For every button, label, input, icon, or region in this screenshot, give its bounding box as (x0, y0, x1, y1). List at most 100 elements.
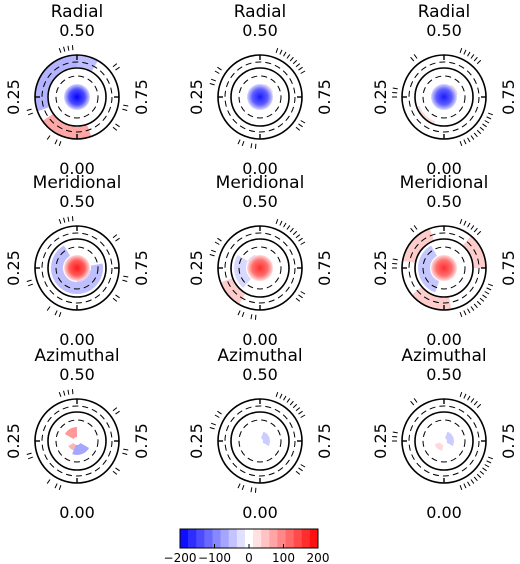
phase-tick (237, 483, 241, 489)
phase-label-top: 0.50 (426, 365, 462, 384)
panel-title: Radial (51, 2, 104, 22)
phase-tick (112, 407, 118, 412)
value-band (445, 431, 454, 446)
phase-tick (241, 311, 245, 318)
core-spot (64, 84, 90, 110)
colorbar-tick-label: 100 (272, 551, 295, 564)
value-band (77, 55, 98, 72)
phase-tick (300, 241, 306, 245)
phase-tick (275, 218, 279, 225)
phase-tick (484, 464, 490, 468)
phase-tick (58, 218, 62, 225)
inner-ring (230, 411, 290, 471)
colorbar-cell (253, 529, 262, 548)
phase-label-left: 0.25 (371, 79, 390, 115)
phase-tick (300, 464, 306, 468)
phase-tick (476, 473, 482, 479)
colorbar-tick-label: 200 (307, 551, 330, 564)
phase-label-top: 0.50 (242, 365, 278, 384)
phase-tick (413, 398, 418, 403)
colorbar-tick-label: −200 (164, 551, 197, 564)
panel-title: Radial (418, 2, 471, 22)
phase-tick (487, 456, 494, 460)
colorbar-cell (188, 529, 197, 548)
dashed-ring (238, 419, 282, 463)
phase-tick (123, 448, 129, 451)
panel-title: Meridional (400, 173, 489, 193)
phase-label-bottom: 0.00 (242, 503, 278, 522)
phase-tick (115, 66, 120, 71)
colorbar-cell (196, 529, 205, 548)
value-band (234, 255, 252, 288)
phase-tick (214, 241, 220, 245)
phase-tick (463, 393, 467, 399)
phase-tick (275, 47, 279, 54)
phase-tick (459, 140, 463, 147)
colorbar-cell (293, 529, 303, 548)
colorbar-cell (220, 529, 230, 548)
phase-tick (300, 70, 306, 74)
phase-tick (300, 120, 306, 124)
panel-title: Azimuthal (217, 346, 302, 366)
phase-tick (289, 227, 294, 233)
phase-tick (298, 294, 303, 299)
value-band (220, 278, 245, 305)
dashed-ring (224, 61, 296, 133)
phase-tick (392, 87, 398, 90)
phase-tick (459, 218, 463, 225)
phase-tick (58, 47, 62, 54)
phase-tick (413, 54, 418, 59)
dashed-ring (41, 232, 113, 304)
phase-tick (473, 476, 478, 482)
phase-tick (473, 132, 478, 138)
phase-tick (26, 279, 32, 282)
value-band (72, 443, 90, 455)
phase-tick (482, 294, 487, 299)
phase-label-left: 0.25 (371, 250, 390, 286)
phase-tick (214, 414, 220, 418)
phase-tick (112, 297, 118, 302)
phase-tick (241, 484, 245, 491)
phase-tick (479, 126, 485, 131)
phase-tick (298, 467, 303, 472)
phase-tick (250, 487, 253, 493)
phase-tick (27, 283, 34, 287)
phase-tick (476, 300, 482, 306)
colorbar-cell (285, 529, 294, 548)
phase-tick (237, 139, 241, 145)
colorbar-tick-label: −100 (198, 551, 231, 564)
panel-title: Azimuthal (401, 346, 486, 366)
phase-label-top: 0.50 (59, 192, 95, 211)
phase-tick (476, 230, 482, 236)
phase-tick (392, 258, 398, 261)
phase-label-left: 0.25 (4, 423, 23, 459)
dashed-ring (422, 419, 466, 463)
phase-tick (123, 104, 129, 107)
phase-tick (289, 56, 294, 62)
phase-tick (479, 470, 485, 475)
phase-tick (58, 140, 62, 147)
dashed-ring (408, 61, 480, 133)
phase-tick (210, 78, 217, 82)
phase-tick (283, 395, 287, 401)
phase-tick (217, 410, 222, 415)
phase-label-left: 0.25 (187, 250, 206, 286)
phase-tick (209, 83, 215, 86)
phase-tick (484, 291, 490, 295)
phase-tick (463, 49, 467, 55)
core-spot (247, 84, 273, 110)
inner-ring (47, 238, 107, 298)
phase-tick (295, 63, 301, 68)
phase-tick (476, 129, 482, 135)
phase-tick (27, 456, 34, 460)
phase-tick (473, 303, 478, 309)
phase-tick (295, 297, 301, 302)
phase-tick (292, 59, 298, 65)
phase-tick (298, 123, 303, 128)
phase-label-right: 0.75 (499, 250, 518, 286)
